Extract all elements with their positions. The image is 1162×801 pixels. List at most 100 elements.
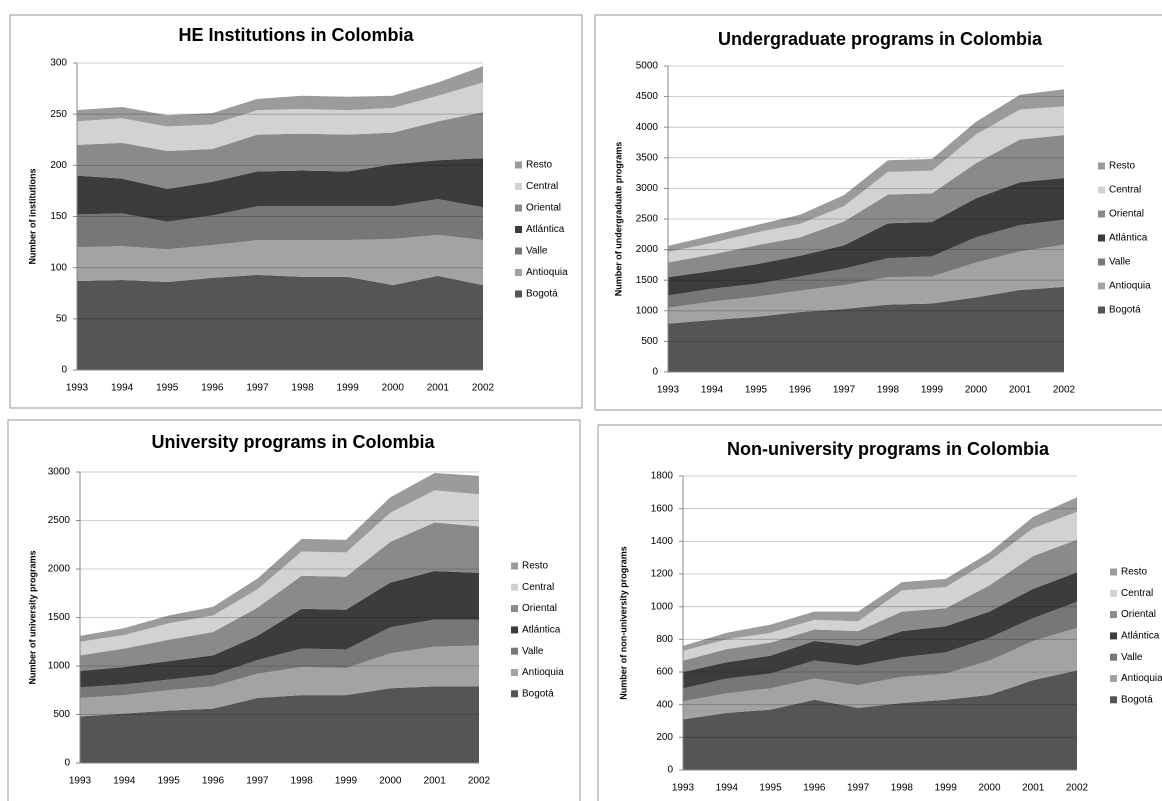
legend-label: Central xyxy=(526,181,558,192)
chart-panel: Non-university programs in Colombia Numbe… xyxy=(597,424,1162,801)
y-tick-label: 1600 xyxy=(651,503,674,514)
legend-label: Central xyxy=(1121,588,1153,599)
x-tick-label: 1995 xyxy=(156,383,179,394)
y-tick-label: 2000 xyxy=(636,244,659,255)
area-series xyxy=(668,244,1064,324)
legend-swatch xyxy=(1098,234,1105,242)
area-series xyxy=(80,522,479,671)
legend-swatch xyxy=(511,647,518,655)
legend-swatch xyxy=(1098,186,1105,194)
legend-swatch xyxy=(1110,568,1117,576)
chart-title: Undergraduate programs in Colombia xyxy=(718,29,1043,49)
y-tick-label: 0 xyxy=(667,765,673,776)
x-tick-label: 1994 xyxy=(716,783,739,794)
x-tick-label: 1994 xyxy=(113,776,136,787)
legend-swatch xyxy=(1110,696,1117,704)
x-tick-label: 2000 xyxy=(379,776,402,787)
x-tick-label: 2002 xyxy=(1066,783,1089,794)
y-tick-label: 1000 xyxy=(48,661,71,672)
legend-label: Valle xyxy=(1121,652,1143,663)
y-axis-label: Number of university programs xyxy=(27,550,37,684)
legend-label: Bogotá xyxy=(1121,694,1153,705)
areas xyxy=(77,66,483,370)
area-series xyxy=(683,539,1077,672)
y-axis-label: Number of undergraduate programs xyxy=(613,142,623,297)
areas xyxy=(80,472,479,763)
y-tick-label: 300 xyxy=(50,58,67,69)
legend-label: Atlántica xyxy=(1121,631,1160,642)
y-tick-label: 1400 xyxy=(651,536,674,547)
x-tick-label: 1995 xyxy=(745,385,768,396)
area-series xyxy=(77,234,483,286)
legend-swatch xyxy=(511,626,518,634)
y-tick-label: 2500 xyxy=(48,515,71,526)
legend-swatch xyxy=(515,183,522,190)
legend-label: Oriental xyxy=(526,203,561,214)
area-series xyxy=(77,158,483,222)
legend-swatch xyxy=(511,605,518,613)
area-series xyxy=(77,112,483,189)
y-tick-label: 1800 xyxy=(651,471,674,482)
legend-label: Bogotá xyxy=(1109,305,1141,316)
y-tick-label: 4000 xyxy=(636,122,659,133)
y-tick-label: 0 xyxy=(64,758,70,769)
legend-label: Bogotá xyxy=(522,688,554,699)
x-tick-label: 1997 xyxy=(833,385,856,396)
legend-label: Central xyxy=(1109,185,1141,196)
x-tick-label: 1993 xyxy=(66,383,89,394)
y-tick-label: 400 xyxy=(656,699,673,710)
x-tick-label: 1998 xyxy=(891,783,914,794)
legend-label: Resto xyxy=(1109,161,1136,172)
legend-swatch xyxy=(1098,162,1105,170)
y-tick-label: 2000 xyxy=(48,564,71,575)
legend-swatch xyxy=(1098,306,1105,314)
legend-label: Valle xyxy=(522,646,544,657)
legend-swatch xyxy=(515,290,522,298)
legend-swatch xyxy=(1110,632,1117,640)
area-series xyxy=(80,570,479,688)
area-series xyxy=(683,572,1077,689)
x-tick-label: 1996 xyxy=(789,385,812,396)
area-series xyxy=(80,490,479,656)
x-tick-label: 2000 xyxy=(965,385,988,396)
area-series xyxy=(77,274,483,370)
legend-swatch xyxy=(515,247,522,255)
x-tick-label: 1996 xyxy=(202,776,225,787)
x-tick-label: 2000 xyxy=(382,383,405,394)
legend-label: Antioquia xyxy=(1121,673,1162,684)
legend-label: Central xyxy=(522,582,554,593)
legend-label: Atlántica xyxy=(522,625,561,636)
area-series xyxy=(668,106,1064,263)
y-axis-label: Number of institutions xyxy=(27,169,37,265)
area-series xyxy=(683,511,1077,661)
legend-swatch xyxy=(515,269,522,276)
areas xyxy=(668,89,1064,372)
y-tick-label: 5000 xyxy=(636,61,659,72)
legend-swatch xyxy=(1110,611,1117,619)
x-tick-label: 1994 xyxy=(701,385,724,396)
y-tick-label: 500 xyxy=(53,709,70,720)
area-series xyxy=(668,135,1064,278)
area-series xyxy=(77,66,483,127)
legend-label: Resto xyxy=(522,561,549,572)
x-tick-label: 1996 xyxy=(803,783,826,794)
x-tick-label: 1994 xyxy=(111,383,134,394)
legend-label: Bogotá xyxy=(526,289,558,300)
x-tick-label: 2002 xyxy=(472,383,495,394)
x-tick-label: 2002 xyxy=(1053,385,1076,396)
x-tick-label: 1999 xyxy=(935,783,958,794)
chart-title: HE Institutions in Colombia xyxy=(179,25,415,45)
y-tick-label: 50 xyxy=(56,313,68,324)
legend-swatch xyxy=(1110,675,1117,682)
x-tick-label: 1993 xyxy=(672,783,695,794)
legend-label: Resto xyxy=(1121,567,1148,578)
legend-swatch xyxy=(1110,589,1117,597)
x-tick-label: 1997 xyxy=(246,776,269,787)
x-tick-label: 1996 xyxy=(201,383,224,394)
x-tick-label: 1997 xyxy=(847,783,870,794)
x-tick-label: 1995 xyxy=(759,783,782,794)
x-tick-label: 1997 xyxy=(246,383,269,394)
area-series xyxy=(77,82,483,152)
y-tick-label: 1500 xyxy=(636,275,659,286)
